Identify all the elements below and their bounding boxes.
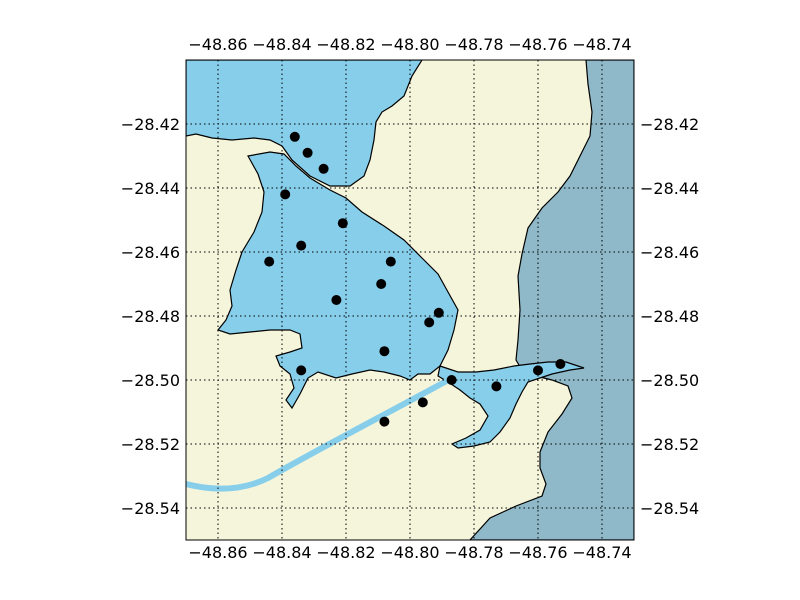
lat-tick-label: −28.44 (640, 179, 699, 198)
station-marker-3 (318, 163, 329, 174)
lat-tick-label: −28.46 (640, 243, 699, 262)
lat-tick-label: −28.42 (121, 115, 180, 134)
map-area (186, 60, 634, 540)
station-marker-11 (433, 307, 444, 318)
lon-tick-label: −48.74 (572, 543, 631, 562)
lon-tick-label: −48.78 (444, 35, 503, 54)
lon-tick-label: −48.80 (380, 35, 439, 54)
station-marker-5 (337, 218, 348, 229)
lat-tick-label: −28.44 (121, 179, 180, 198)
lon-tick-label: −48.74 (572, 35, 631, 54)
station-marker-20 (379, 416, 390, 427)
lon-tick-label: −48.82 (316, 543, 375, 562)
station-marker-2 (302, 147, 313, 158)
lat-tick-label: −28.50 (121, 371, 180, 390)
station-marker-13 (379, 346, 390, 357)
lat-tick-label: −28.42 (640, 115, 699, 134)
station-marker-6 (296, 240, 307, 251)
right-lat-labels: −28.42 −28.44 −28.46 −28.48 −28.50 −28.5… (640, 115, 699, 518)
station-marker-12 (424, 317, 435, 328)
station-marker-15 (446, 375, 457, 385)
lon-tick-label: −48.86 (188, 543, 247, 562)
southern-lagoon (437, 361, 585, 449)
left-lat-labels: −28.42 −28.44 −28.46 −28.48 −28.50 −28.5… (121, 115, 180, 518)
station-marker-7 (264, 256, 275, 267)
lon-tick-label: −48.76 (508, 543, 567, 562)
station-marker-4 (280, 189, 291, 200)
lon-tick-label: −48.84 (252, 35, 311, 54)
main-lagoon (216, 151, 459, 410)
top-lon-labels: −48.86 −48.84 −48.82 −48.80 −48.78 −48.7… (188, 35, 631, 54)
station-marker-18 (555, 359, 566, 369)
station-marker-17 (533, 365, 543, 376)
map-frame (185, 59, 635, 541)
lat-tick-label: −28.46 (121, 243, 180, 262)
northern-bay (186, 60, 423, 187)
station-marker-14 (296, 365, 307, 376)
lon-tick-label: −48.82 (316, 35, 375, 54)
station-markers (264, 131, 566, 427)
lat-tick-label: −28.48 (640, 307, 699, 326)
station-marker-16 (491, 381, 502, 392)
station-marker-19 (417, 397, 428, 408)
lon-tick-label: −48.76 (508, 35, 567, 54)
station-marker-9 (376, 279, 387, 289)
lat-tick-label: −28.54 (121, 499, 180, 518)
river (186, 375, 455, 492)
station-marker-10 (331, 295, 342, 305)
station-marker-8 (385, 256, 396, 267)
lon-tick-label: −48.80 (380, 543, 439, 562)
lon-tick-label: −48.86 (188, 35, 247, 54)
lat-tick-label: −28.50 (640, 371, 699, 390)
lon-tick-label: −48.84 (252, 543, 311, 562)
lon-tick-label: −48.78 (444, 543, 503, 562)
bottom-lon-labels: −48.86 −48.84 −48.82 −48.80 −48.78 −48.7… (188, 543, 631, 562)
station-marker-1 (289, 131, 300, 142)
lat-tick-label: −28.52 (121, 435, 180, 454)
lat-tick-label: −28.54 (640, 499, 699, 518)
lat-tick-label: −28.48 (121, 307, 180, 326)
grid-lines (186, 60, 634, 540)
lat-tick-label: −28.52 (640, 435, 699, 454)
